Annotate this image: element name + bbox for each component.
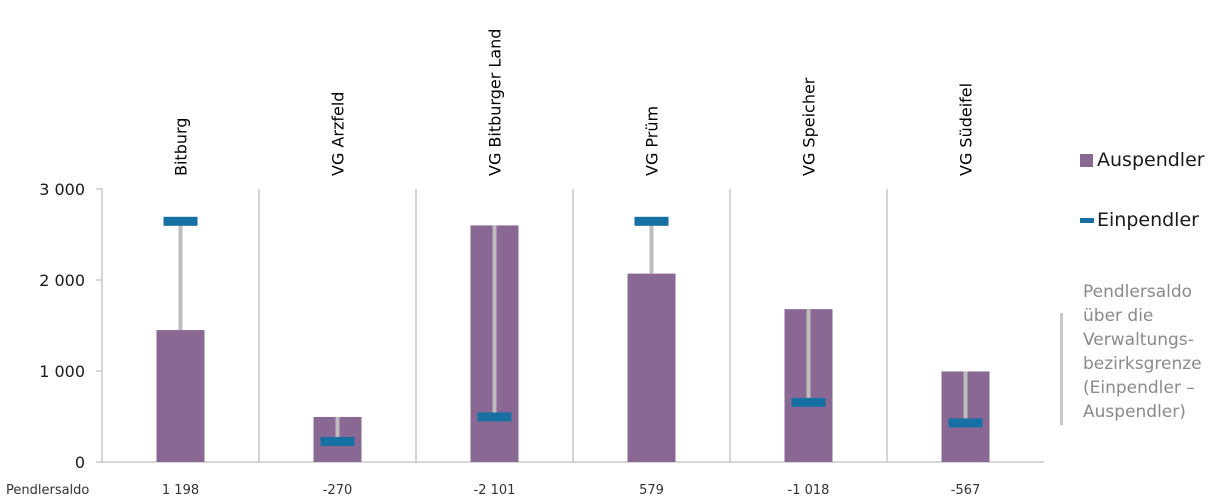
legend-auspendler-label: Auspendler	[1097, 149, 1205, 171]
category-label: VG Speicher	[800, 77, 819, 176]
y-tick-label: 2 000	[39, 271, 85, 290]
note-line-6: Auspendler)	[1083, 402, 1186, 422]
saldo-value: -270	[323, 483, 353, 498]
legend: Auspendler Einpendler	[1080, 146, 1220, 234]
saldo-value: -567	[951, 483, 981, 498]
auspendler-bar	[627, 273, 676, 462]
legend-auspendler-swatch	[1080, 153, 1093, 167]
saldo-value: 579	[639, 483, 664, 498]
saldo-value: 1 198	[162, 483, 199, 498]
note-line-4: bezirksgrenze	[1083, 354, 1202, 374]
category-label: VG Arzfeld	[329, 92, 348, 176]
note-bracket	[1060, 313, 1063, 425]
einpendler-marker	[948, 418, 983, 428]
einpendler-marker	[634, 216, 669, 226]
y-tick-label: 3 000	[39, 180, 85, 199]
y-tick-label: 0	[75, 453, 85, 472]
saldo-value: -2 101	[474, 483, 516, 498]
note-line-1: Pendlersaldo	[1083, 282, 1193, 302]
note-line-5: (Einpendler –	[1083, 378, 1195, 398]
note-line-2: über die	[1083, 306, 1154, 326]
saldo-value: -1 018	[788, 483, 830, 498]
saldo-note: Pendlersaldo über die Verwaltungs- bezir…	[1083, 280, 1218, 424]
einpendler-marker	[477, 412, 512, 422]
y-tick-label: 1 000	[39, 362, 85, 381]
legend-einpendler-swatch	[1080, 217, 1094, 223]
category-label: VG Bitburger Land	[486, 29, 505, 176]
auspendler-bar	[156, 330, 205, 462]
einpendler-marker	[791, 397, 826, 407]
legend-auspendler: Auspendler	[1080, 146, 1220, 174]
category-label: VG Südeifel	[957, 83, 976, 176]
einpendler-marker	[320, 437, 355, 447]
category-label: Bitburg	[172, 118, 191, 176]
einpendler-marker	[163, 216, 198, 226]
legend-einpendler: Einpendler	[1080, 206, 1220, 234]
note-line-3: Verwaltungs-	[1083, 330, 1194, 350]
category-label: VG Prüm	[643, 106, 662, 176]
saldo-row-label: Pendlersaldo	[6, 483, 89, 498]
legend-einpendler-label: Einpendler	[1097, 209, 1199, 231]
